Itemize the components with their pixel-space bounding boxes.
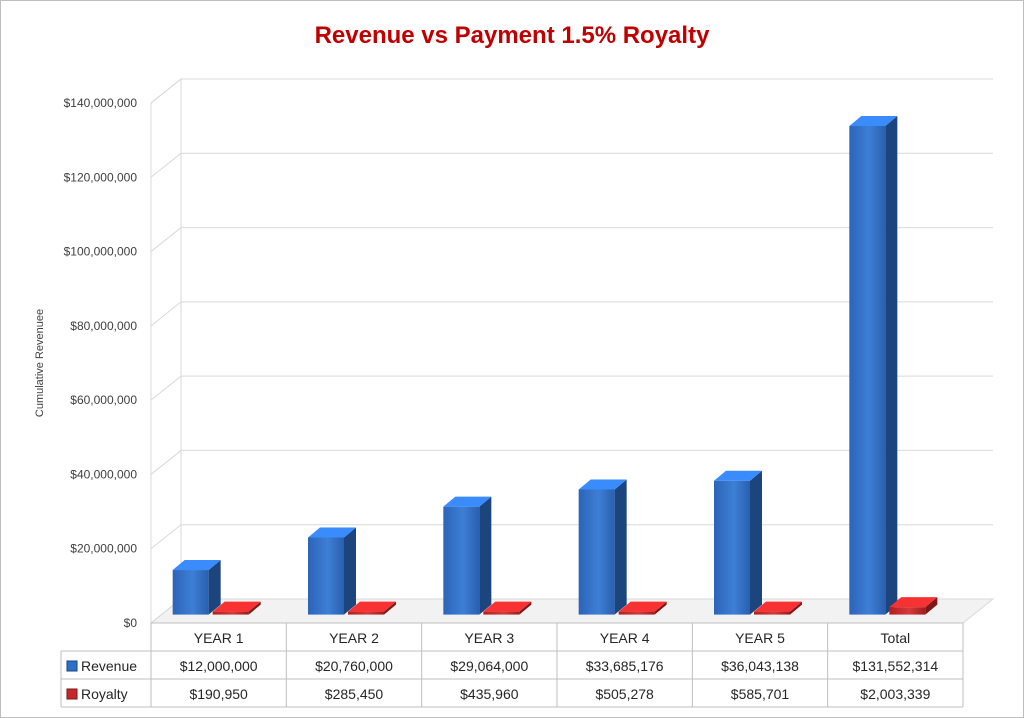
y-tick-label: $120,000,000 [64, 170, 138, 184]
x-tick-label: YEAR 5 [735, 630, 785, 646]
revenue-bar-side [885, 115, 898, 615]
bars [172, 115, 938, 615]
royalty-bar-side [384, 601, 396, 615]
chart-title: Revenue vs Payment 1.5% Royalty [315, 22, 711, 49]
gridline [150, 227, 993, 252]
data-label: $285,450 [325, 686, 384, 702]
data-label: $505,278 [595, 686, 654, 702]
data-label: $29,064,000 [450, 658, 528, 674]
data-label: $33,685,176 [586, 658, 664, 674]
x-tick-label: YEAR 2 [329, 630, 379, 646]
revenue-bar-side [208, 560, 221, 615]
x-tick-label: YEAR 3 [464, 630, 514, 646]
gridline [150, 301, 993, 327]
royalty-bar-side [790, 601, 802, 615]
revenue-bar-top [172, 560, 221, 571]
royalty-bar-top [889, 597, 938, 608]
y-axis-label: Cumulative Revenuee [34, 309, 46, 417]
y-tick-label: $140,000,000 [64, 96, 138, 110]
royalty-bar-side [654, 601, 667, 615]
data-label: $435,960 [460, 686, 519, 702]
revenue-bar-top [308, 527, 356, 538]
data-label: $2,003,339 [860, 686, 930, 702]
data-label: $190,950 [189, 686, 248, 702]
gridline [150, 78, 993, 104]
y-axis-tick-labels: $0 $20,000,000 $40,000,000 $60,000,000 $80,0… [64, 96, 138, 630]
revenue-bar-side [479, 496, 492, 615]
x-tick-label: YEAR 4 [600, 630, 650, 646]
revenue-bar [308, 527, 356, 615]
royalty-bar-top [348, 601, 396, 612]
x-tick-label: Total [881, 630, 911, 646]
data-label: $12,000,000 [180, 658, 258, 674]
revenue-bar-front [714, 480, 750, 615]
data-label: $585,701 [731, 686, 790, 702]
revenue-bar [172, 560, 221, 615]
revenue-bar-front [172, 570, 209, 615]
data-label: $20,760,000 [315, 658, 393, 674]
side-wall [150, 77, 182, 625]
royalty-bar-front [889, 607, 926, 615]
legend-label-royalty: Royalty [81, 686, 128, 702]
data-label: $131,552,314 [853, 658, 939, 674]
y-tick-label: $20,000,000 [70, 542, 137, 556]
royalty-bar-top [754, 601, 802, 612]
y-tick-label: $0 [124, 616, 138, 630]
legend-swatch-revenue [66, 660, 78, 672]
revenue-bar-front [443, 506, 480, 615]
revenue-bar [714, 470, 762, 615]
data-label: $36,043,138 [721, 658, 799, 674]
royalty-bar-front [483, 611, 520, 615]
gridline [150, 152, 993, 178]
royalty-bar [483, 601, 532, 615]
gridline [150, 375, 993, 401]
revenue-bar-front [578, 489, 615, 615]
royalty-bar-top [618, 601, 667, 612]
revenue-bar-side [344, 527, 356, 615]
revenue-bar-top [578, 479, 627, 490]
gridline [150, 449, 993, 475]
royalty-bar [618, 601, 667, 615]
legend-label-revenue: Revenue [81, 658, 137, 674]
revenue-bar-side [614, 479, 627, 615]
royalty-bar-front [348, 611, 384, 615]
royalty-bar [348, 601, 396, 615]
y-tick-label: $100,000,000 [64, 245, 138, 259]
revenue-bar-side [750, 470, 762, 615]
royalty-bar [212, 601, 261, 615]
y-tick-label: $40,000,000 [70, 467, 137, 481]
x-tick-label: YEAR 1 [194, 630, 244, 646]
royalty-bar-front [754, 611, 790, 615]
royalty-bar-top [212, 601, 261, 612]
y-tick-label: $80,000,000 [70, 319, 137, 333]
revenue-bar-top [443, 496, 492, 507]
royalty-bar [754, 601, 802, 615]
revenue-bar [849, 115, 898, 615]
revenue-bar [578, 479, 627, 615]
y-tick-label: $60,000,000 [70, 393, 137, 407]
royalty-bar [889, 597, 938, 615]
revenue-bar [443, 496, 492, 615]
legend-swatch-royalty [66, 688, 78, 700]
revenue-bar-top [849, 115, 898, 126]
revenue-bar-front [308, 537, 344, 615]
royalty-bar-front [212, 611, 249, 615]
revenue-bar-top [714, 470, 762, 481]
royalty-bar-side [248, 601, 261, 615]
revenue-bar-front [849, 125, 886, 615]
royalty-bar-front [618, 611, 655, 615]
royalty-bar-top [483, 601, 532, 612]
data-table: YEAR 1 YEAR 2 YEAR 3 YEAR 4 YEAR 5 Total Reven… [60, 622, 964, 708]
royalty-bar-side [519, 601, 532, 615]
royalty-bar-side [925, 597, 938, 615]
